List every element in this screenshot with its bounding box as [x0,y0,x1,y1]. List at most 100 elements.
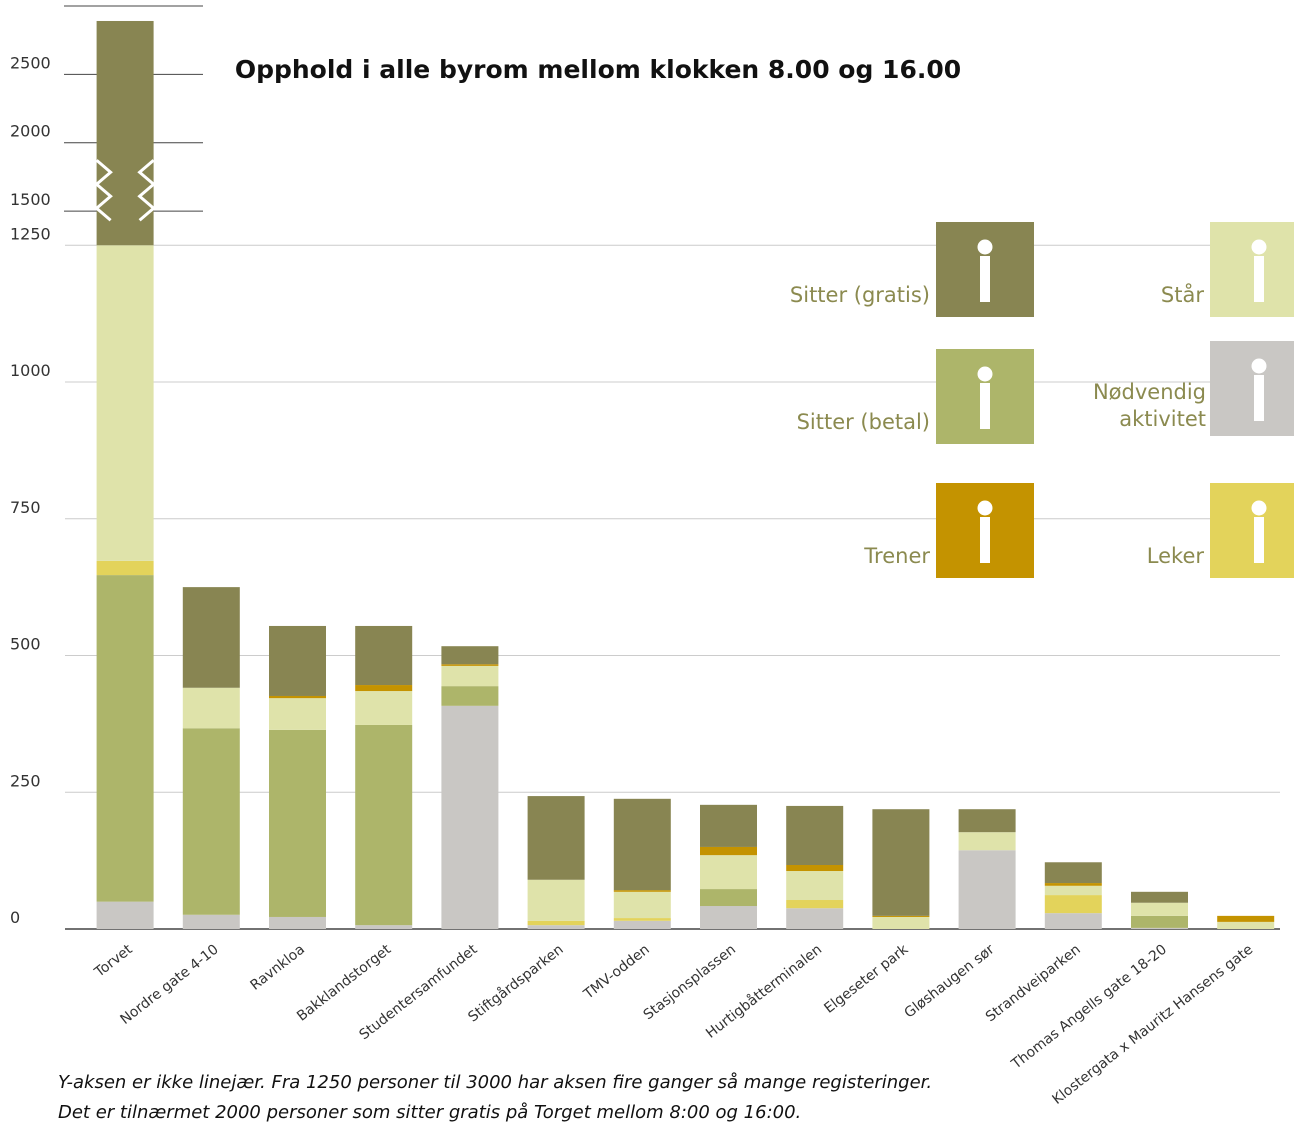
x-tick-label: Thomas Angells gate 18-20 [1008,942,1170,1074]
x-tick-label: Stasjonsplassen [641,942,739,1024]
bar-segment [269,625,326,696]
bar-segment [96,20,154,246]
bar-segment [355,691,413,725]
bar-segment [269,916,326,929]
x-tick-label: Stiftgårdsparken [465,941,567,1026]
y-tick-label: 500 [10,635,41,654]
bar-segment [1044,883,1102,886]
bar-segment [700,846,757,856]
legend-swatch [1210,222,1294,317]
legend-icon [1251,239,1267,302]
y-tick-label: 1500 [10,190,51,209]
legend-label: Nødvendig aktivitet [1092,380,1206,431]
bar-segment [1131,915,1188,928]
bar-segment [1044,862,1102,884]
bar-segment [872,916,930,929]
bar-segment [786,805,844,866]
bar-segment [355,724,413,926]
bar-segment [182,728,240,915]
bar-segment [527,920,585,926]
bar-segment [355,925,413,929]
bar-segment [269,729,326,917]
note: Y-aksen er ikke linejær. Fra 1250 person… [58,1072,933,1093]
y-tick-label: 250 [10,771,41,790]
legend-icon [1251,358,1267,421]
bar-segment [613,891,671,919]
bar-segment [613,920,671,929]
bar-segment [527,879,585,921]
bar-segment [96,560,154,576]
legend-icon [977,239,993,302]
bar-segment [182,687,240,729]
bar-segment [269,698,326,730]
bar-segment [1217,915,1275,922]
icon-head [1251,358,1267,374]
icon-head [1251,239,1267,255]
bar-segment [1044,885,1102,896]
bar-segment [1217,921,1275,929]
x-tick-label: Torvet [91,941,136,981]
bar-segment [958,809,1016,833]
bar-segment [613,798,671,891]
y-tick-label: 0 [10,908,20,927]
bar-segment [786,865,844,872]
bar-segment [441,646,499,665]
bar-segment [1044,913,1102,929]
y-tick-label: 750 [10,498,41,517]
bar-segment [613,890,671,892]
bar-segment [613,918,671,921]
axis-break [137,159,156,222]
bar-segment [441,664,499,666]
bar-segment [958,850,1016,929]
legend-icon [977,500,993,563]
bar-segment [1044,895,1102,914]
legend-icon [1251,500,1267,563]
bar-segment [700,804,757,847]
bar-segment [96,575,154,902]
legend-swatch [1210,341,1294,436]
bar-segment [872,809,930,916]
bar-segment [700,906,757,929]
x-tick-label: TMV-odden [580,942,653,1004]
bar-segment [527,925,585,929]
bar-segment [182,587,240,688]
bar-segment [441,686,499,706]
y-tick-label: 2000 [10,122,51,141]
icon-head [977,239,993,255]
y-tick-label: 2500 [10,53,51,72]
axis-break [94,159,113,222]
y-tick-label: 1000 [10,361,51,380]
bar-segment [786,900,844,909]
icon-head [977,366,993,382]
bar-segment [355,685,413,692]
legend-label: Trener [864,544,930,568]
icon-head [1251,500,1267,516]
x-tick-label: Gløshaugen sør [902,941,998,1021]
legend-label: Sitter (betal) [796,410,930,434]
legend-swatch [1210,483,1294,578]
legend-icon [977,366,993,429]
icon-head [977,500,993,516]
note: Det er tilnærmet 2000 personer som sitte… [58,1102,802,1123]
legend-label: Står [1160,283,1204,307]
bar-segment [355,625,413,686]
y-tick-label: 3000 [10,0,51,4]
x-tick-label: Ravnkloa [247,942,308,994]
bar-segment [1131,902,1188,916]
bar-segment [441,705,499,929]
bar-segment [700,889,757,907]
bar-segment [1131,891,1188,903]
bar-segment [182,914,240,929]
x-tick-label: Elgeseter park [821,941,912,1017]
bar-segment [700,855,757,890]
bar-segment [96,901,154,929]
y-tick-label: 1250 [10,224,51,243]
legend-label: Sitter (gratis) [789,283,930,307]
chart-title: Opphold i alle byrom mellom klokken 8.00… [235,55,961,84]
bar-segment [872,915,930,917]
bar-segment [96,245,154,561]
bar-segment [786,908,844,929]
bar-segment [441,665,499,687]
